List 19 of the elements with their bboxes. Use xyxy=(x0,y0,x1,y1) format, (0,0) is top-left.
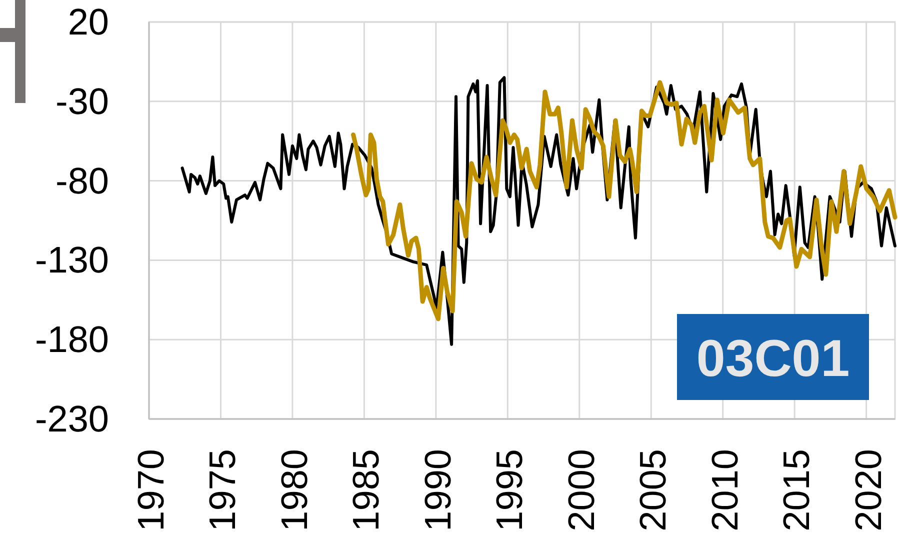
x-tick-label: 1995 xyxy=(489,449,530,532)
x-tick-label: 2010 xyxy=(704,449,746,532)
y-tick-label: -80 xyxy=(56,160,109,202)
x-tick-label: 2005 xyxy=(632,449,674,532)
y-tick-label: -180 xyxy=(34,319,109,360)
x-tick-label: 1975 xyxy=(202,449,244,532)
x-tick-label: 2020 xyxy=(848,449,889,532)
x-tick-label: 2000 xyxy=(560,449,602,532)
y-tick-label: -130 xyxy=(34,240,109,281)
x-tick-label: 2015 xyxy=(776,449,818,532)
x-tick-label: 1970 xyxy=(130,449,172,532)
line-series xyxy=(351,80,898,322)
y-tick-label: -230 xyxy=(34,398,109,440)
y-tick-label: -30 xyxy=(56,80,109,122)
annotation: 03C01 xyxy=(696,330,850,388)
x-tick-label: 1990 xyxy=(417,449,458,532)
x-tick-label: 1985 xyxy=(346,449,387,532)
x-tick-label: 1980 xyxy=(274,449,315,532)
y-tick-label: 20 xyxy=(68,2,109,42)
